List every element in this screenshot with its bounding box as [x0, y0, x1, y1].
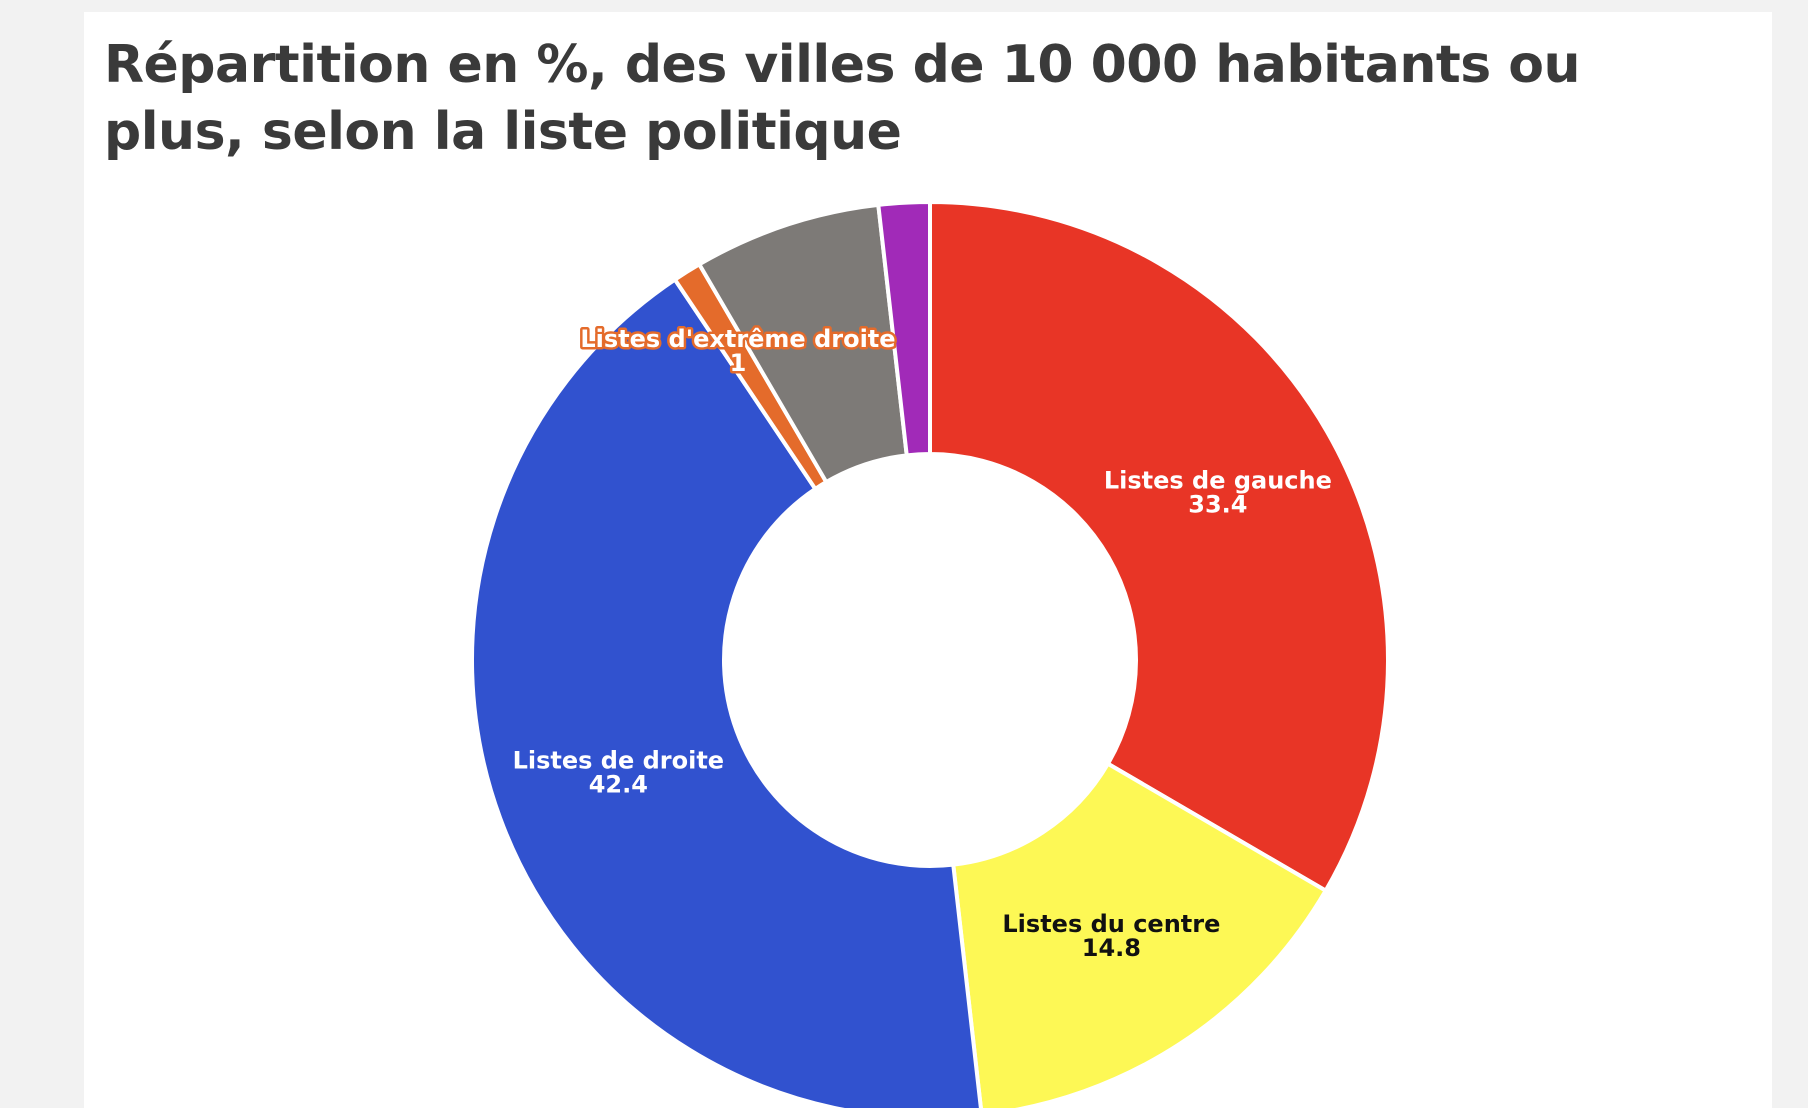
slice-label-3: Listes d'extrême droite 1 [580, 325, 895, 377]
donut-labels: Listes de gauche 33.4 Listes du centre 14.8… [513, 323, 1332, 962]
donut-slice-5[interactable] [876, 200, 932, 458]
slice-label-1: Listes du centre 14.8 [1002, 910, 1220, 962]
donut-slices [470, 200, 1390, 1108]
slice-label-name: Listes de droite [513, 746, 725, 774]
slice-label-name: Listes de gauche [1104, 467, 1332, 495]
slice-label-value: 33.4 [1188, 491, 1247, 519]
donut-slice-2[interactable] [470, 277, 983, 1108]
slice-label-value: 14.8 [1082, 934, 1141, 962]
slice-label-value: 42.4 [589, 770, 648, 798]
slice-label-value: 1 [730, 349, 747, 377]
donut-slice-1[interactable] [951, 761, 1328, 1108]
slice-label-2: Listes de droite 42.4 [513, 746, 725, 798]
slice-label-name: Listes d'extrême droite [580, 325, 895, 353]
slice-label-0: Listes de gauche 33.4 [1104, 467, 1332, 519]
donut-chart: Listes de gauche 33.4 Listes du centre 14.8… [470, 200, 1390, 1108]
slice-label-name: Listes du centre [1002, 910, 1220, 938]
donut-slice-0[interactable] [928, 200, 1390, 893]
chart-card: Répartition en %, des villes de 10 000 h… [84, 12, 1772, 1108]
chart-title: Répartition en %, des villes de 10 000 h… [104, 35, 1581, 162]
